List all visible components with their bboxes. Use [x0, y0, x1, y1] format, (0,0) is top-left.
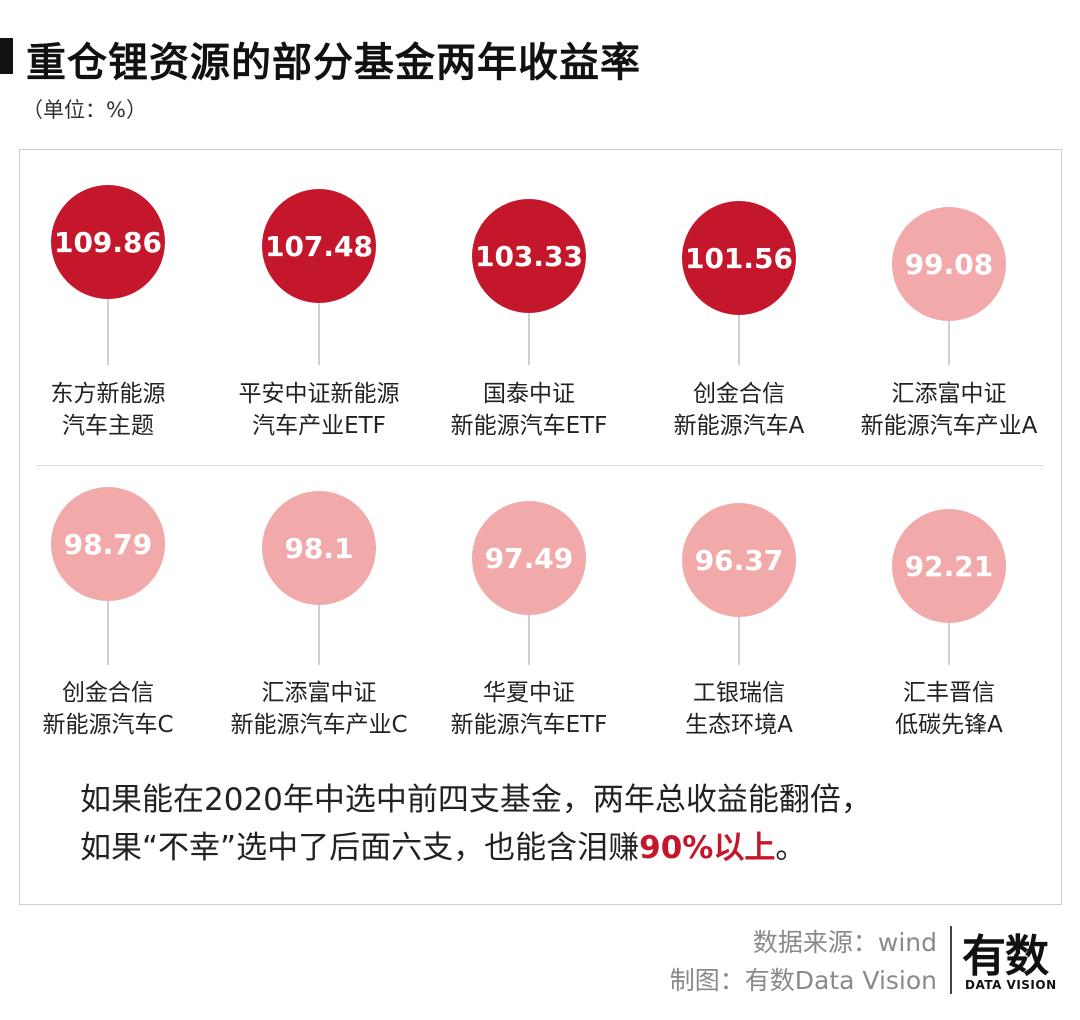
- footer-credits: 数据来源：wind 制图：有数Data Vision: [670, 924, 937, 1000]
- conclusion-line-1: 如果能在2020年中选中前四支基金，两年总收益能翻倍，: [80, 782, 872, 818]
- fund-value-bubble: 92.21: [892, 509, 1006, 623]
- fund-stem: [107, 242, 109, 365]
- conclusion-text: 如果能在2020年中选中前四支基金，两年总收益能翻倍， 如果“不幸”选中了后面六…: [80, 776, 872, 872]
- fund-name-line: 新能源汽车A: [673, 413, 805, 439]
- data-source: 数据来源：wind: [752, 928, 937, 957]
- fund-stem: [318, 246, 320, 365]
- chart-maker: 制图：有数Data Vision: [669, 966, 937, 995]
- fund-name-line: 创金合信: [693, 381, 785, 407]
- fund-name-line: 新能源汽车产业A: [860, 413, 1038, 439]
- fund-name: 创金合信新能源汽车C: [0, 677, 228, 741]
- title-marker: [0, 38, 13, 74]
- footer-separator: [950, 926, 952, 994]
- fund-name: 汇添富中证新能源汽车产业C: [199, 677, 439, 741]
- fund-value-bubble: 109.86: [51, 185, 165, 299]
- unit-label: （单位：%）: [22, 98, 147, 122]
- chart-panel: [19, 149, 1062, 905]
- fund-name-line: 华夏中证: [483, 680, 575, 706]
- fund-name-line: 低碳先锋A: [895, 712, 1003, 738]
- fund-value-bubble: 96.37: [682, 503, 796, 617]
- fund-name-line: 生态环境A: [685, 712, 793, 738]
- fund-name: 平安中证新能源 汽车产业ETF: [199, 378, 439, 442]
- fund-value-bubble: 99.08: [892, 207, 1006, 321]
- fund-value-bubble: 107.48: [262, 189, 376, 303]
- fund-stem: [318, 548, 320, 665]
- fund-value-bubble: 97.49: [472, 501, 586, 615]
- fund-stem: [107, 544, 109, 665]
- page-title: 重仓锂资源的部分基金两年收益率: [26, 40, 641, 86]
- fund-name-line: 新能源汽车ETF: [450, 413, 608, 439]
- fund-name: 华夏中证新能源汽车ETF: [409, 677, 649, 741]
- conclusion-line-2: 如果“不幸”选中了后面六支，也能含泪赚90%以上。: [80, 824, 872, 872]
- fund-name: 国泰中证新能源汽车ETF: [409, 378, 649, 442]
- row-divider: [36, 465, 1044, 466]
- fund-name-line: 工银瑞信: [693, 680, 785, 706]
- fund-name-line: 汇丰晋信: [903, 680, 995, 706]
- fund-name-line: 新能源汽车C: [42, 712, 174, 738]
- fund-name-line: 汇添富中证: [261, 680, 377, 706]
- conclusion-highlight: 90%以上: [639, 830, 776, 866]
- fund-value-bubble: 103.33: [472, 199, 586, 313]
- fund-name-line: 汇添富中证: [891, 381, 1007, 407]
- conclusion-line-2-end: 。: [775, 830, 807, 866]
- fund-name-line: 汽车主题: [62, 413, 154, 439]
- fund-name-line: 国泰中证: [483, 381, 575, 407]
- conclusion-line-2-start: 如果“不幸”选中了后面六支，也能含泪赚: [80, 830, 640, 866]
- fund-name-line: 平安中证新能源: [238, 381, 400, 407]
- fund-value-bubble: 101.56: [682, 201, 796, 315]
- fund-name: 创金合信新能源汽车A: [619, 378, 859, 442]
- fund-name-line: 汽车产业ETF: [252, 413, 386, 439]
- fund-value-bubble: 98.79: [51, 487, 165, 601]
- fund-name: 汇丰晋信低碳先锋A: [829, 677, 1069, 741]
- fund-value-bubble: 98.1: [262, 491, 376, 605]
- fund-name: 东方新能源 汽车主题: [0, 378, 228, 442]
- fund-name: 工银瑞信生态环境A: [619, 677, 859, 741]
- logo-subtitle: DATA VISION: [965, 978, 1057, 992]
- logo-wordmark: 有数: [962, 931, 1049, 982]
- fund-name-line: 东方新能源: [50, 381, 166, 407]
- fund-name-line: 新能源汽车产业C: [230, 712, 408, 738]
- fund-name-line: 创金合信: [62, 680, 154, 706]
- fund-name-line: 新能源汽车ETF: [450, 712, 608, 738]
- fund-name: 汇添富中证新能源汽车产业A: [829, 378, 1069, 442]
